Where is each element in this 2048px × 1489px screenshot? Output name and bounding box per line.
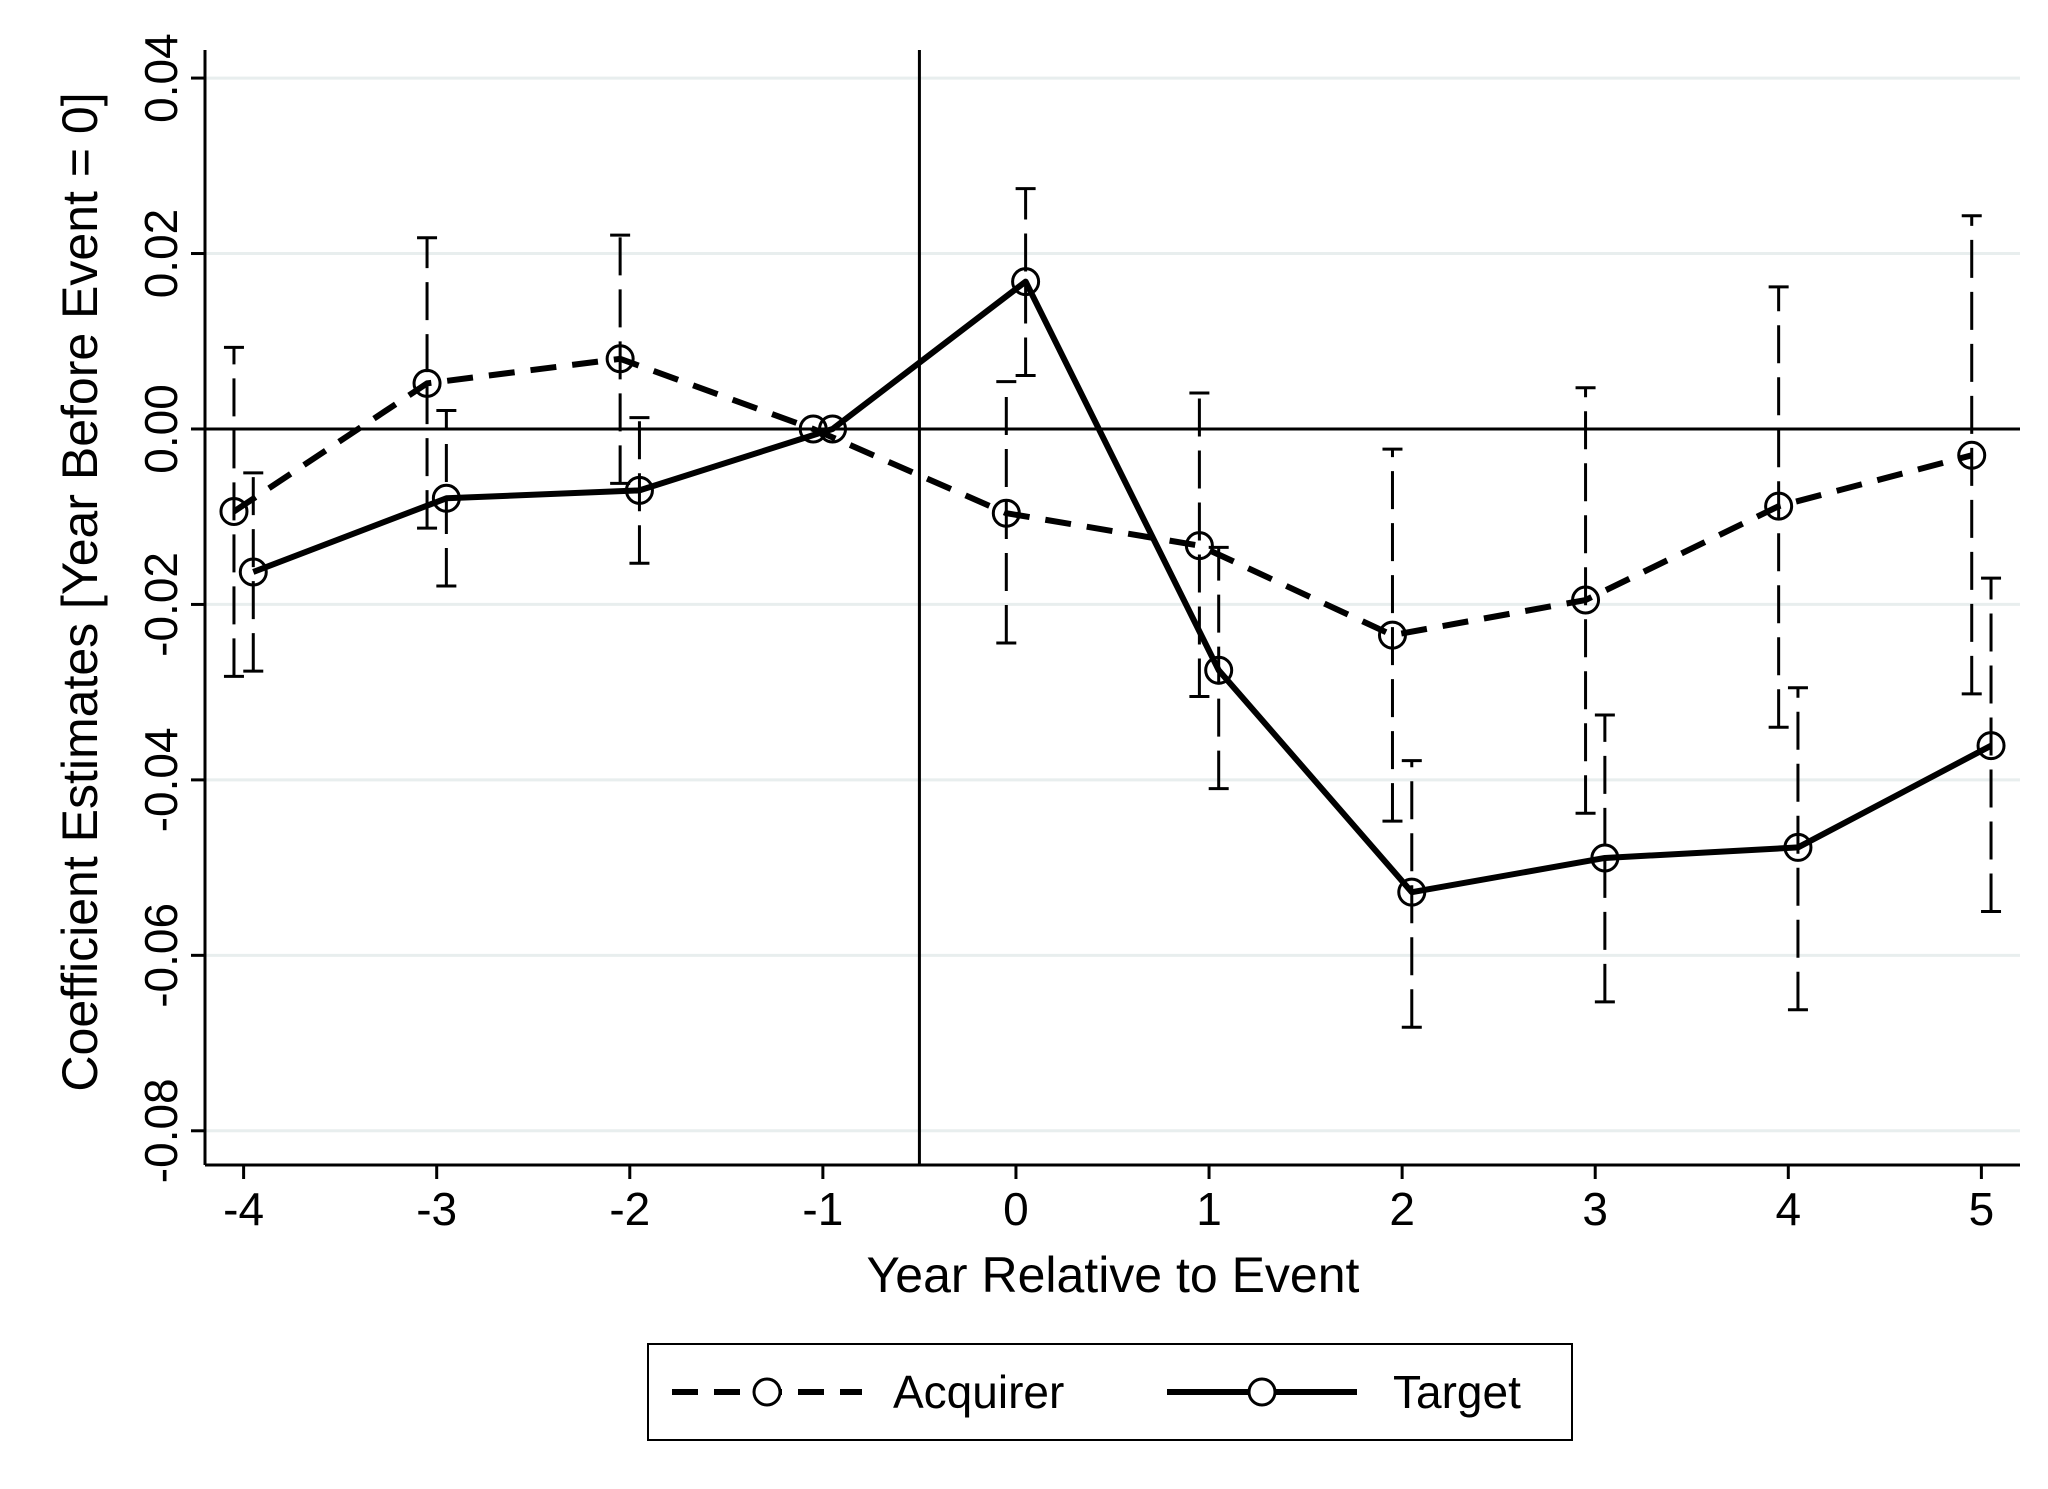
x-tick-label: 0 <box>1003 1183 1029 1235</box>
target-series-line <box>252 278 1993 896</box>
acquirer-point <box>798 414 828 444</box>
series-lines <box>232 278 1993 896</box>
legend-target-marker <box>1247 1377 1277 1407</box>
y-axis-title: Coefficient Estimates [Year Before Event… <box>52 92 108 1091</box>
target-point <box>1011 267 1041 297</box>
axes: -0.08 -0.06 -0.04 -0.02 0.00 0.02 0.04 -4 -3 -2 -1… <box>135 33 2020 1235</box>
target-point <box>431 483 461 513</box>
acquirer-point <box>219 496 249 526</box>
x-tick-label: 3 <box>1582 1183 1608 1235</box>
target-point <box>624 475 654 505</box>
y-tick-label: 0.04 <box>135 33 187 123</box>
y-tick-label: -0.02 <box>135 552 187 657</box>
acquirer-point <box>605 344 635 374</box>
x-tick-label: 5 <box>1969 1183 1995 1235</box>
target-point <box>1397 877 1427 907</box>
acquirer-point <box>1957 440 1987 470</box>
series-markers <box>219 267 2006 907</box>
acquirer-point <box>1764 491 1794 521</box>
y-tick-label: -0.08 <box>135 1078 187 1183</box>
acquirer-point <box>1184 531 1214 561</box>
target-point <box>1590 843 1620 873</box>
x-tick-label: -4 <box>223 1183 264 1235</box>
target-point <box>1976 731 2006 761</box>
acquirer-point <box>412 368 442 398</box>
target-point <box>1204 655 1234 685</box>
acquirer-point <box>1571 585 1601 615</box>
y-tick-label: 0.02 <box>135 209 187 299</box>
x-tick-label: 4 <box>1776 1183 1802 1235</box>
target-point <box>818 414 848 444</box>
legend-acquirer-label: Acquirer <box>893 1366 1064 1418</box>
x-tick-label: -2 <box>609 1183 650 1235</box>
x-axis-title: Year Relative to Event <box>867 1247 1360 1303</box>
y-tick-label: -0.04 <box>135 727 187 832</box>
target-point <box>238 557 268 587</box>
x-tick-label: -1 <box>802 1183 843 1235</box>
legend-target-label: Target <box>1393 1366 1521 1418</box>
acquirer-series-line <box>232 355 1973 639</box>
confidence-intervals <box>223 187 2002 1029</box>
x-tick-label: 2 <box>1389 1183 1415 1235</box>
x-tick-label: 1 <box>1196 1183 1222 1235</box>
legend-box <box>647 1343 1573 1441</box>
acquirer-point <box>991 498 1021 528</box>
y-tick-label: 0.00 <box>135 384 187 474</box>
reference-lines <box>205 50 2020 1165</box>
legend-acquirer-marker <box>752 1377 782 1407</box>
target-point <box>1783 832 1813 862</box>
x-tick-label: -3 <box>416 1183 457 1235</box>
gridlines <box>205 76 2020 1133</box>
acquirer-point <box>1377 620 1407 650</box>
y-tick-label: -0.06 <box>135 903 187 1008</box>
legend: Acquirer Target <box>647 1343 1573 1441</box>
